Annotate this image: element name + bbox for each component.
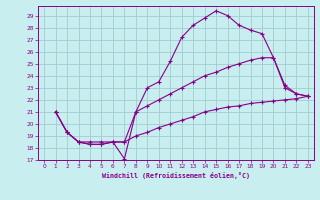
X-axis label: Windchill (Refroidissement éolien,°C): Windchill (Refroidissement éolien,°C): [102, 172, 250, 179]
